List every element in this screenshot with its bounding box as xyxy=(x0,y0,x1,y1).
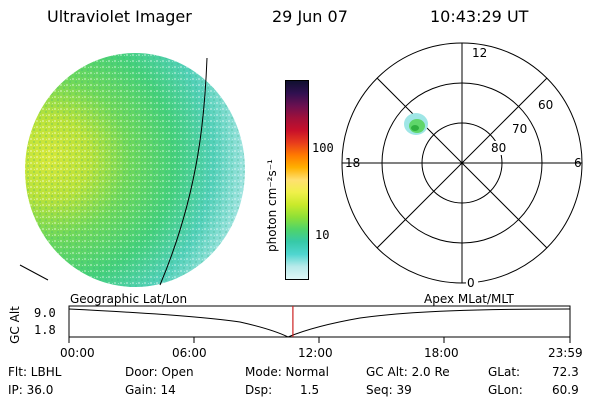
seq-status: Seq: 39 xyxy=(366,383,412,397)
glat-value: 72.3 xyxy=(552,365,579,379)
terminator-line xyxy=(159,57,208,286)
colorbar-tick-10: 10 xyxy=(315,228,330,242)
time-tick-1800: 18:00 xyxy=(424,346,459,360)
mode-status: Mode: Normal xyxy=(245,365,329,379)
colorbar-gradient xyxy=(286,81,308,279)
polar-label-12: 12 xyxy=(472,46,487,60)
dsp-value: 1.5 xyxy=(300,383,320,397)
glon-label: GLon: xyxy=(488,383,523,397)
ip-status: IP: 36.0 xyxy=(8,383,54,397)
dsp-label: Dsp: xyxy=(245,383,273,397)
door-status: Door: Open xyxy=(125,365,194,379)
time-tick-0000: 00:00 xyxy=(60,346,95,360)
glon-value: 60.9 xyxy=(552,383,579,397)
observation-date: 29 Jun 07 xyxy=(272,7,348,26)
glat-label: GLat: xyxy=(488,365,521,379)
instrument-title: Ultraviolet Imager xyxy=(47,7,192,26)
polar-label-70: 70 xyxy=(512,122,527,136)
polar-label-80: 80 xyxy=(491,141,506,155)
timeline-y-max: 9.0 xyxy=(34,306,56,320)
observation-time: 10:43:29 UT xyxy=(430,7,529,26)
time-tick-2359: 23:59 xyxy=(548,346,583,360)
colorbar xyxy=(285,80,309,280)
limb-tick xyxy=(19,264,49,281)
gc-alt-status: GC Alt: 2.0 Re xyxy=(366,365,450,379)
timeline-left-title: Geographic Lat/Lon xyxy=(70,292,188,306)
timeline-right-title: Apex MLat/MLT xyxy=(424,292,514,306)
timeline-y-min: 1.8 xyxy=(34,323,56,337)
altitude-curve xyxy=(68,308,571,338)
colorbar-tick-100: 100 xyxy=(312,141,334,155)
time-tick-0600: 06:00 xyxy=(172,346,207,360)
gain-status: Gain: 14 xyxy=(125,383,176,397)
aurora-spot xyxy=(404,113,428,135)
time-tick-1200: 12:00 xyxy=(298,346,333,360)
polar-label-18: 18 xyxy=(345,156,360,170)
polar-label-60: 60 xyxy=(538,98,553,112)
filter-status: Flt: LBHL xyxy=(8,365,62,379)
polar-label-6: 6 xyxy=(574,156,582,170)
polar-label-0: 0 xyxy=(467,276,475,290)
